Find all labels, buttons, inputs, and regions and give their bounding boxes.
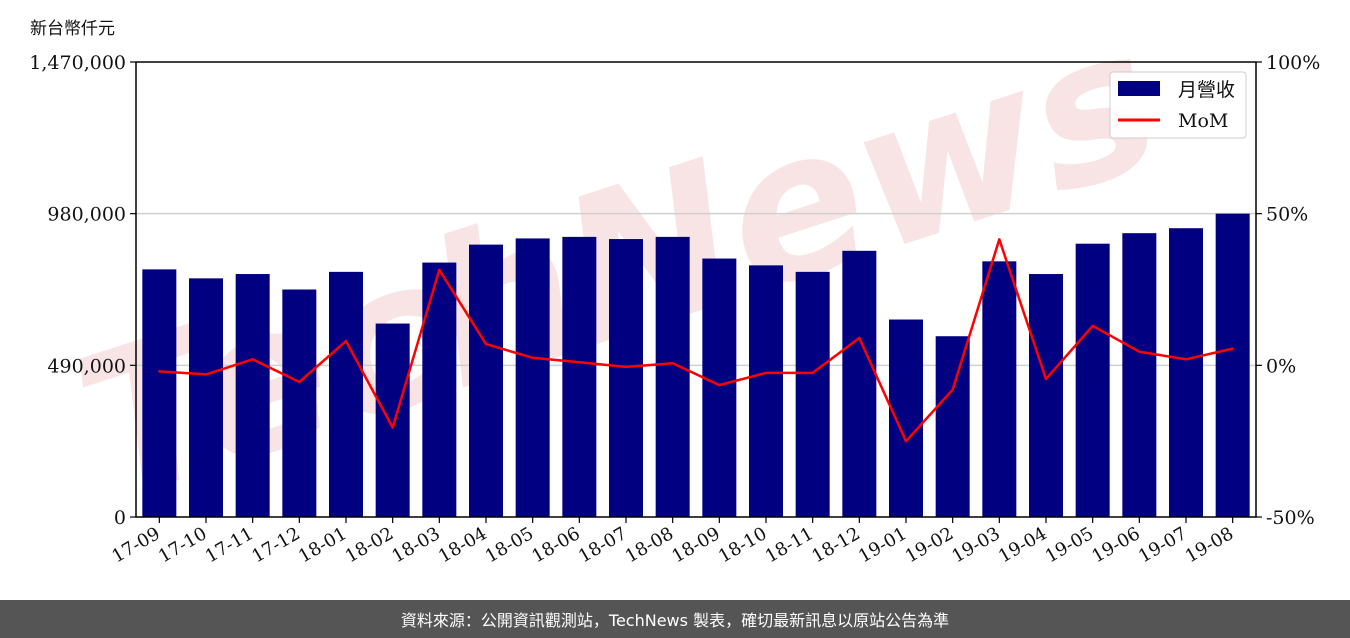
mom-point-18-01 (344, 339, 348, 343)
x-tick-label-18-04: 18-04 (435, 523, 490, 567)
x-tick-label-18-06: 18-06 (528, 523, 583, 567)
source-footer: 資料來源：公開資訊觀測站，TechNews 製表，確切最新訊息以原站公告為準 (0, 600, 1350, 638)
mom-point-18-12 (858, 336, 861, 340)
legend-label-mom: MoM (1178, 110, 1228, 132)
x-tick-label-18-08: 18-08 (622, 523, 677, 567)
x-tick-label-17-11: 17-11 (202, 523, 257, 567)
mom-point-19-01 (904, 439, 908, 443)
bar-18-09 (702, 258, 737, 517)
bar-18-10 (749, 265, 783, 517)
x-tick-label-18-01: 18-01 (295, 523, 350, 567)
bar-19-05 (1075, 243, 1110, 517)
x-tick-label-19-02: 19-02 (902, 523, 957, 567)
left-tick-label: 490,000 (47, 355, 126, 377)
line-series (158, 238, 1234, 443)
bar-19-07 (1169, 228, 1203, 517)
bar-19-01 (889, 319, 923, 517)
mom-point-19-06 (1138, 350, 1141, 353)
left-tick-label: 1,470,000 (29, 52, 126, 74)
legend-label-revenue: 月營收 (1178, 79, 1235, 101)
x-tick-label-18-11: 18-11 (762, 523, 817, 567)
x-tick-label-19-04: 19-04 (995, 523, 1050, 567)
right-tick-label: 0% (1266, 355, 1296, 377)
mom-point-17-11 (251, 358, 254, 361)
mom-point-19-07 (1184, 358, 1188, 361)
mom-point-19-04 (1044, 377, 1048, 381)
bar-18-12 (842, 250, 877, 518)
bar-18-05 (515, 238, 550, 517)
bar-19-06 (1122, 233, 1157, 517)
mom-line (159, 238, 1233, 443)
x-tick-label-18-02: 18-02 (342, 523, 397, 567)
mom-point-18-05 (531, 356, 534, 359)
x-tick-label-19-05: 19-05 (1042, 523, 1097, 567)
bar-19-02 (935, 336, 970, 517)
mom-point-19-08 (1231, 347, 1234, 350)
bar-18-01 (329, 271, 363, 517)
bar-17-09 (142, 269, 177, 517)
x-tick-label-18-12: 18-12 (808, 523, 863, 567)
right-tick-label: 50% (1266, 204, 1308, 226)
mom-point-18-08 (671, 362, 674, 365)
right-tick-label: -50% (1266, 507, 1315, 529)
mom-point-18-07 (624, 365, 628, 369)
x-tick-label-18-05: 18-05 (482, 523, 537, 567)
y-axis-unit-label: 新台幣仟元 (30, 19, 115, 39)
right-tick-label: 100% (1266, 52, 1320, 74)
bar-18-03 (422, 262, 457, 517)
mom-point-18-03 (438, 268, 441, 271)
mom-point-18-06 (578, 361, 581, 364)
mom-point-17-09 (158, 370, 161, 373)
mom-point-19-02 (951, 388, 954, 391)
mom-point-18-02 (391, 426, 394, 429)
x-tick-label-19-07: 19-07 (1135, 523, 1190, 567)
bar-19-04 (1029, 274, 1063, 517)
legend: 月營收 MoM (1109, 71, 1247, 139)
mom-point-18-11 (811, 371, 814, 375)
x-tick-label-18-03: 18-03 (388, 523, 443, 567)
bar-18-07 (609, 239, 643, 518)
mom-point-18-10 (764, 371, 768, 375)
x-tick-label-18-07: 18-07 (575, 523, 630, 567)
x-tick-label-19-08: 19-08 (1182, 523, 1237, 567)
bar-series (142, 213, 1250, 518)
revenue-chart: TechNews 0490,000980,0001,470,000-50%0%5… (29, 0, 1320, 567)
x-tick-label-19-03: 19-03 (948, 523, 1003, 567)
bar-17-10 (189, 278, 223, 517)
x-tick-label-19-06: 19-06 (1088, 523, 1143, 567)
bar-18-08 (655, 236, 690, 517)
bar-17-11 (235, 274, 270, 517)
gridlines (136, 212, 1256, 367)
left-tick-label: 980,000 (47, 204, 126, 226)
bar-19-03 (982, 261, 1017, 517)
x-tick-label-17-12: 17-12 (248, 523, 303, 567)
bar-19-08 (1215, 213, 1250, 517)
mom-point-18-09 (718, 383, 721, 387)
bar-18-06 (562, 236, 597, 517)
bar-18-11 (795, 271, 830, 517)
x-tick-label-19-01: 19-01 (855, 523, 910, 567)
mom-point-17-12 (298, 380, 301, 384)
left-tick-label: 0 (114, 507, 126, 529)
bar-18-02 (375, 323, 410, 517)
mom-point-18-04 (484, 342, 488, 346)
plot-frame (135, 61, 1257, 518)
x-tick-label-18-10: 18-10 (715, 523, 770, 567)
bar-17-12 (282, 289, 317, 517)
bar-18-04 (469, 244, 503, 517)
mom-point-19-05 (1091, 324, 1094, 328)
mom-point-17-10 (204, 373, 208, 376)
legend-swatch-revenue (1118, 81, 1160, 96)
mom-point-19-03 (998, 238, 1001, 241)
x-tick-label-18-09: 18-09 (668, 523, 723, 567)
